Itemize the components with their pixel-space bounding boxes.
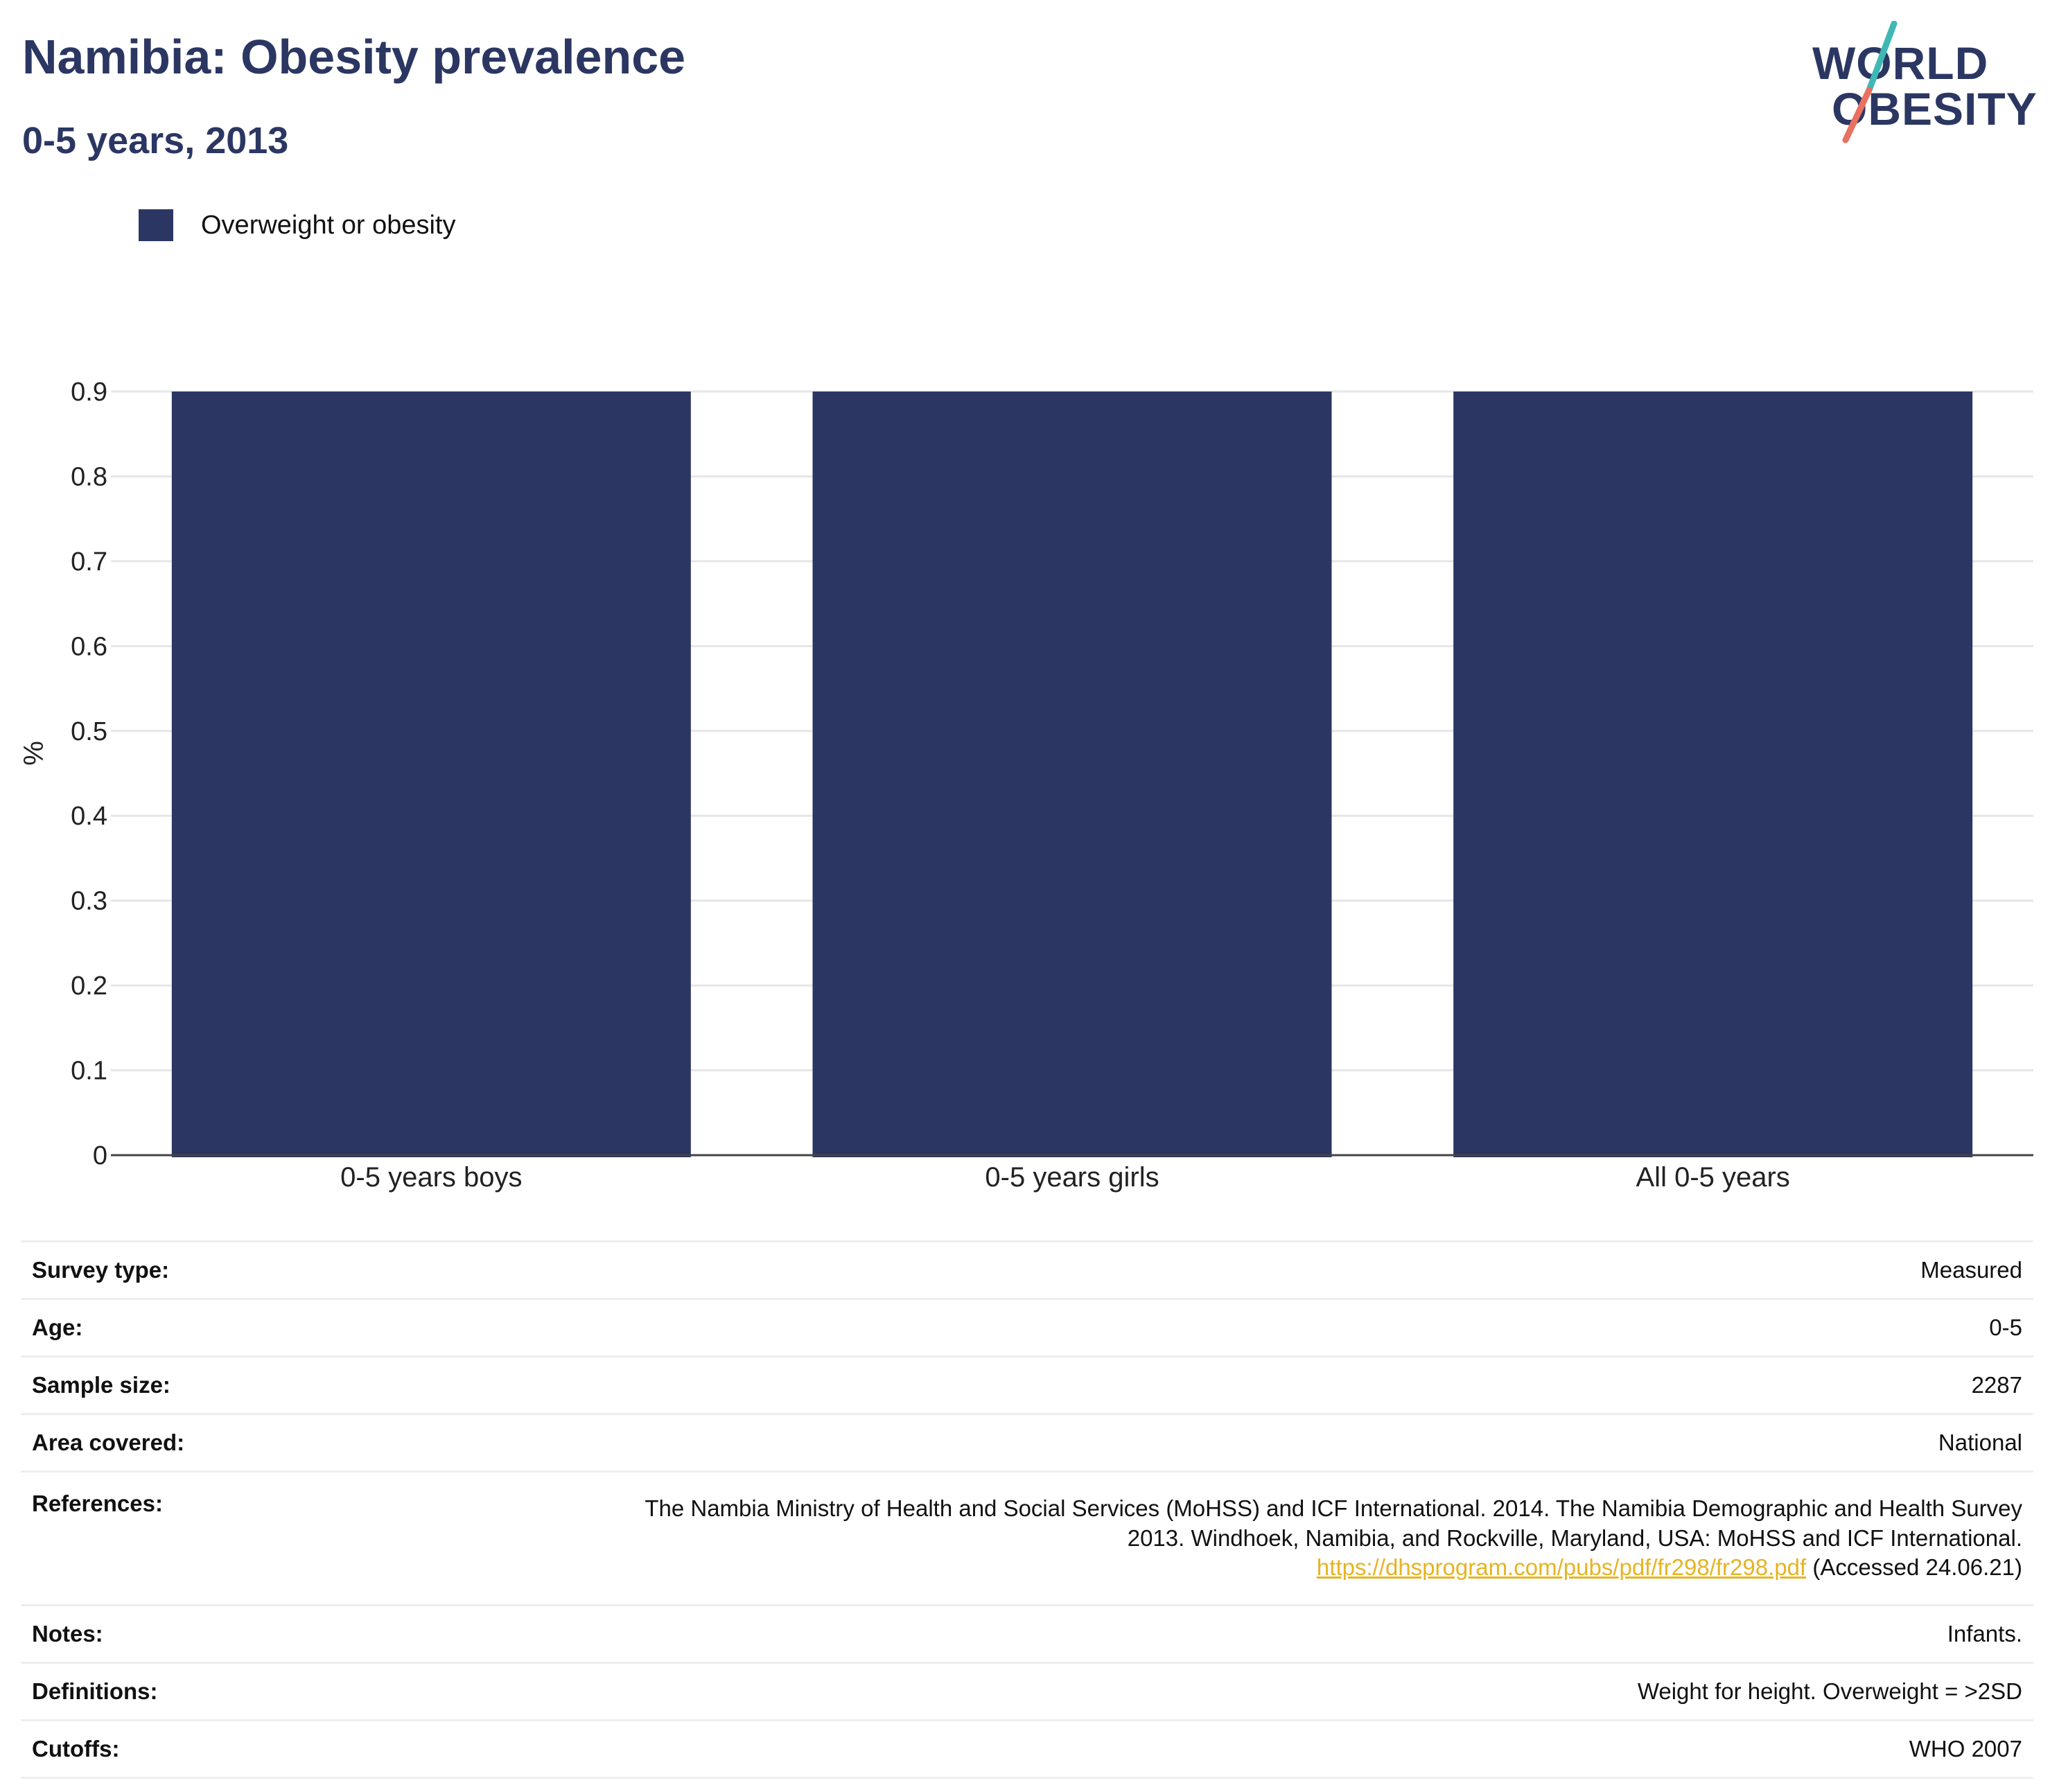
reference-accessed: (Accessed 24.06.21): [1812, 1554, 2022, 1581]
x-tick-label: All 0-5 years: [1636, 1162, 1790, 1193]
y-tick-label: 0.2: [71, 972, 107, 1001]
info-value: 0-5: [1989, 1314, 2022, 1340]
reference-link[interactable]: https://dhsprogram.com/pubs/pdf/fr298/fr…: [1316, 1554, 1807, 1581]
info-key: Notes:: [32, 1621, 103, 1646]
y-tick-label: 0.6: [71, 632, 107, 661]
info-value: National: [1938, 1429, 2022, 1455]
y-tick-label: 0.4: [71, 802, 107, 831]
world-obesity-logo: WORLD OBESITY: [1812, 21, 2037, 146]
info-row-definitions: Definitions: Weight for height. Overweig…: [21, 1662, 2033, 1721]
y-tick-label: 0.9: [71, 378, 107, 407]
y-axis-ticks: 0 0.1 0.2 0.3 0.4 0.5 0.6 0.7 0.8 0.9: [71, 378, 107, 1170]
legend-label-overweight: Overweight or obesity: [201, 210, 456, 240]
bars: [171, 392, 1973, 1157]
info-key: Cutoffs:: [32, 1736, 120, 1762]
bar-0-5-years-boys: [171, 392, 691, 1157]
info-row-sample-size: Sample size: 2287: [21, 1356, 2033, 1414]
info-row-cutoffs: Cutoffs: WHO 2007: [21, 1720, 2033, 1778]
info-row-notes: Notes: Infants.: [21, 1605, 2033, 1663]
logo-slash-icon: [1842, 21, 1898, 143]
info-row-survey-type: Survey type: Measured: [21, 1241, 2033, 1299]
reference-text-2: 2013. Windhoek, Namibia, and Rockville, …: [1127, 1525, 2022, 1551]
x-tick-label: 0-5 years boys: [340, 1162, 522, 1193]
info-key: Age:: [32, 1315, 83, 1340]
info-row-age: Age: 0-5: [21, 1299, 2033, 1357]
y-tick-label: 0.1: [71, 1057, 107, 1086]
bar-chart: 0 0.1 0.2 0.3 0.4 0.5 0.6 0.7 0.8 0.9 0-5 years b…: [19, 378, 2033, 1193]
info-row-references: References: The Nambia Ministry of Healt…: [21, 1471, 2033, 1606]
info-value: Weight for height. Overweight = >2SD: [1637, 1678, 2022, 1704]
y-tick-label: 0: [93, 1141, 107, 1170]
y-tick-label: 0.8: [71, 462, 107, 491]
info-key: References:: [32, 1491, 163, 1516]
info-row-area-covered: Area covered: National: [21, 1414, 2033, 1472]
y-tick-label: 0.5: [71, 717, 107, 746]
info-value: Measured: [1920, 1256, 2022, 1283]
chart-title: Namibia: Obesity prevalence: [22, 30, 686, 84]
info-key: Area covered:: [32, 1430, 185, 1455]
info-key: Survey type:: [32, 1257, 170, 1283]
logo-word-1: WORLD: [1812, 37, 1989, 89]
x-axis-ticks: 0-5 years boys 0-5 years girls All 0-5 yea…: [340, 1162, 1790, 1193]
survey-info-table: Survey type: Measured Age: 0-5 Sample si…: [21, 1240, 2033, 1779]
y-tick-label: 0.7: [71, 547, 107, 577]
bar-all-0-5-years: [1453, 392, 1973, 1157]
info-key: Definitions:: [32, 1678, 158, 1704]
legend-swatch-overweight: [139, 209, 173, 241]
x-tick-label: 0-5 years girls: [985, 1162, 1159, 1193]
chart-legend: Overweight or obesity: [139, 208, 456, 243]
info-value: 2287: [1971, 1371, 2022, 1398]
info-value-references: The Nambia Ministry of Health and Social…: [389, 1472, 2033, 1606]
info-value: Infants.: [1947, 1620, 2022, 1646]
info-key: Sample size:: [32, 1372, 170, 1398]
info-value: WHO 2007: [1909, 1735, 2022, 1762]
reference-text-1: The Nambia Ministry of Health and Social…: [645, 1495, 2022, 1521]
y-tick-label: 0.3: [71, 887, 107, 916]
bar-0-5-years-girls: [812, 392, 1332, 1157]
y-axis-label: %: [19, 741, 49, 766]
chart-subtitle: 0-5 years, 2013: [22, 120, 289, 161]
